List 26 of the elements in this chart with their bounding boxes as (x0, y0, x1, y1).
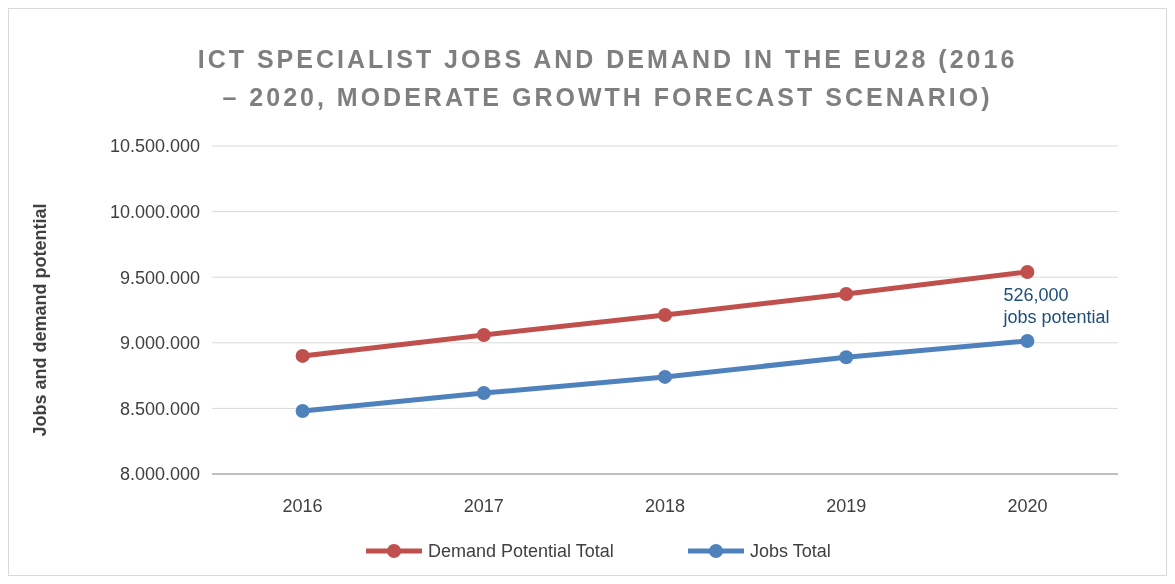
point (295, 348, 310, 363)
point (839, 286, 854, 301)
y-tick-label: 9.000.000 (119, 333, 200, 354)
point (658, 307, 672, 322)
point (1020, 333, 1035, 348)
y-tick-label: 8.000.000 (119, 464, 200, 485)
x-tick-label: 2016 (282, 496, 323, 516)
y-tick-label: 9.500.000 (119, 267, 200, 288)
x-tick-label: 2019 (826, 496, 867, 516)
y-tick-label: 8.500.000 (119, 398, 200, 419)
point (1020, 264, 1035, 279)
point (295, 404, 310, 419)
y-tick-label: 10.000.000 (109, 201, 200, 222)
x-tick-label: 2018 (644, 496, 686, 516)
annotation: 526,000 jobs potential (1002, 284, 1110, 327)
chart-title: ICT SPECIALIST JOBS AND DEMAND IN THE EU28 (2016 – 2020, MODERATE GROWTH FORECAST SCENARIO) (197, 45, 1018, 111)
x-tick-label: 2020 (1007, 496, 1048, 516)
x-tick-label: 2017 (463, 496, 504, 516)
legend-label: Demand Potential Total (428, 541, 614, 561)
point (658, 369, 672, 384)
y-axis-title: Jobs and demand potential (30, 203, 50, 437)
point (476, 386, 491, 401)
legend-label: Jobs Total (750, 541, 831, 561)
y-tick-label: 10.500.000 (109, 136, 200, 157)
point (476, 327, 491, 342)
point (839, 350, 854, 365)
